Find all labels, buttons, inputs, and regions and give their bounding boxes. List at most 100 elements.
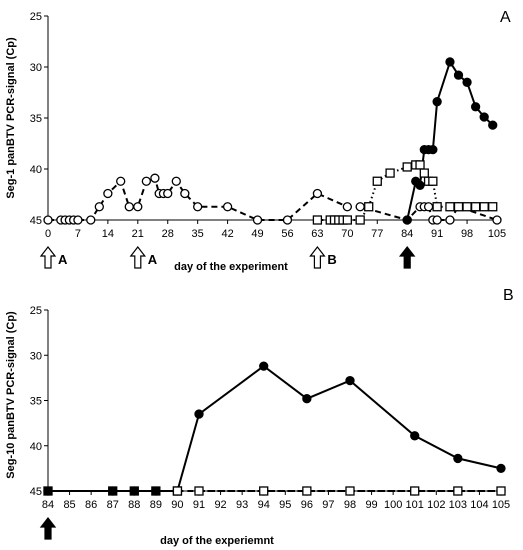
data-point [372,176,382,186]
x-tick-label: 88 [128,499,140,511]
data-point [103,188,113,199]
data-point [252,215,263,225]
data-point [355,202,365,212]
data-point [479,202,489,212]
data-point [423,202,434,212]
data-point [428,144,438,155]
data-point [124,202,134,212]
data-point [73,215,83,225]
panel-b-series [43,361,506,496]
data-point [445,202,455,212]
data-point [222,202,233,212]
panel-a-label: A [500,9,511,26]
x-tick-label: 102 [427,499,445,511]
panel-a-y-ticks: 25 30 35 40 45 [30,11,48,227]
data-point [282,215,293,225]
arrow-up-icon [129,246,147,269]
x-tick-label: 95 [279,499,291,511]
data-point [194,486,204,496]
data-point [445,57,455,67]
data-point [302,486,312,496]
data-point [492,215,502,225]
panel-b-y-ticks: 25 30 35 40 45 [30,305,48,498]
data-point [302,394,312,404]
x-tick-label: 98 [344,499,356,511]
data-point [172,486,183,496]
arrow-label: A [58,252,68,267]
x-tick-label: 84 [42,499,54,511]
x-tick-label: 89 [150,499,162,511]
x-tick-label: 0 [45,228,51,240]
panel-a-series [43,57,502,225]
panel-b-x-ticks: 84 85 86 87 88 89 90 91 92 93 94 95 96 97 98 99 100 101 10… [42,491,510,511]
data-point [345,375,355,386]
data-point [108,486,118,496]
panel-b-markers [39,517,57,540]
x-tick-label: 49 [251,228,263,240]
data-point [479,112,489,122]
data-point [345,486,355,496]
x-tick-label: 87 [107,499,119,511]
data-point [453,486,463,496]
data-point [150,173,160,183]
data-point [432,202,442,212]
data-point [496,463,506,474]
series-line [406,59,494,221]
data-point [488,120,498,130]
data-point [453,202,464,212]
y-tick-label: 35 [30,113,42,125]
series-line [317,163,493,221]
data-point [410,431,420,441]
data-point [163,188,173,199]
data-point [141,176,152,186]
x-tick-label: 92 [214,499,226,511]
data-point [402,215,412,225]
x-tick-label: 96 [301,499,313,511]
chart-panel-b: B Seg-10 panBTV PCR-signal (Cp) day of t… [5,287,514,547]
y-tick-label: 40 [30,164,42,176]
x-tick-label: 85 [63,499,75,511]
x-tick-label: 90 [171,499,183,511]
panel-a-x-axis-title: day of the experiment [174,261,288,273]
y-tick-label: 30 [30,62,42,74]
x-tick-label: 98 [461,228,473,240]
x-tick-label: 94 [258,499,270,511]
x-tick-label: 91 [193,499,205,511]
x-tick-label: 99 [365,499,377,511]
data-point [129,486,139,496]
data-point [453,453,463,464]
y-tick-label: 30 [30,350,42,362]
data-point [259,361,269,371]
y-tick-label: 25 [30,305,42,317]
data-point [432,215,442,225]
data-point [193,202,203,212]
x-tick-label: 101 [406,499,424,511]
x-tick-label: 21 [132,228,144,240]
panel-b-x-axis-title: day of the experiemnt [160,535,274,547]
data-point [171,176,181,186]
x-tick-label: 63 [311,228,323,240]
data-point [180,188,190,199]
chart-panel-a: A Seg-1 panBTV PCR-signal (Cp) day of th… [5,9,511,273]
panel-a-y-axis-title: Seg-1 panBTV PCR-signal (Cp) [5,37,17,199]
arrow-label: B [327,252,336,267]
data-point [151,486,161,496]
data-point [364,202,374,212]
data-point [86,215,96,225]
data-point [312,215,323,225]
data-point [428,176,438,186]
data-point [496,486,506,496]
panel-b-axes [47,310,501,492]
data-point [402,162,412,172]
data-point [415,160,425,170]
x-tick-label: 97 [322,499,334,511]
data-point [488,202,498,212]
x-tick-label: 86 [85,499,97,511]
data-point [355,215,365,225]
data-point [312,188,323,199]
x-tick-label: 93 [236,499,248,511]
data-point [116,176,126,186]
data-point [419,168,429,178]
x-tick-label: 28 [162,228,174,240]
